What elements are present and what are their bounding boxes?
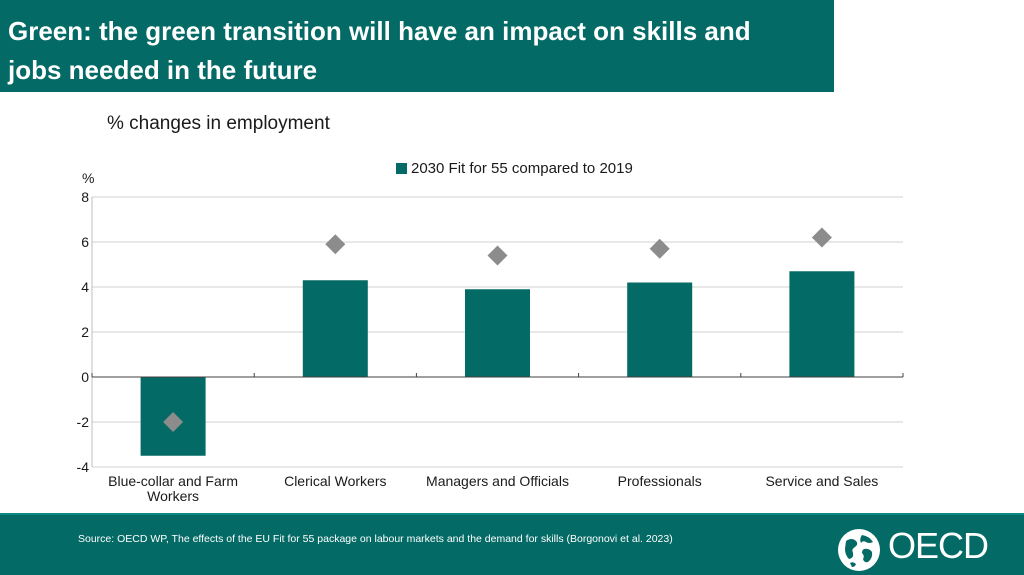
y-tick-label: 4	[81, 279, 89, 295]
x-tick-label: Service and Sales	[765, 473, 878, 489]
globe-icon	[838, 529, 880, 571]
marker	[487, 245, 508, 266]
x-tick-label: Blue-collar and Farm	[108, 473, 238, 489]
bar	[302, 280, 368, 377]
x-tick-label: Clerical Workers	[284, 473, 386, 489]
bar	[465, 289, 530, 377]
marker	[649, 238, 670, 259]
marker	[163, 412, 184, 432]
chart-title: % changes in employment	[107, 113, 330, 134]
y-tick-label: 2	[81, 324, 89, 340]
marker	[325, 234, 346, 255]
y-tick-label: 0	[81, 369, 89, 385]
legend-swatch	[396, 163, 407, 174]
y-tick-label: -4	[77, 459, 90, 475]
x-tick-label: Professionals	[618, 473, 702, 489]
footer-bar: Source: OECD WP, The effects of the EU F…	[0, 513, 1024, 575]
source-note: Source: OECD WP, The effects of the EU F…	[78, 533, 673, 545]
marker	[811, 227, 832, 248]
bar	[789, 271, 855, 377]
page-title: Green: the green transition will have an…	[8, 16, 751, 85]
bar	[627, 282, 693, 377]
y-tick-label: -2	[77, 414, 90, 430]
x-tick-label: Workers	[147, 488, 199, 504]
y-axis-label: %	[82, 170, 94, 186]
y-tick-label: 6	[81, 234, 89, 250]
title-banner: Green: the green transition will have an…	[0, 0, 834, 92]
y-tick-label: 8	[81, 189, 89, 205]
oecd-logo-text: OECD	[888, 525, 989, 566]
legend-label: 2030 Fit for 55 compared to 2019	[411, 160, 633, 177]
x-tick-label: Managers and Officials	[426, 473, 569, 489]
oecd-logo: OECD	[836, 525, 1016, 571]
